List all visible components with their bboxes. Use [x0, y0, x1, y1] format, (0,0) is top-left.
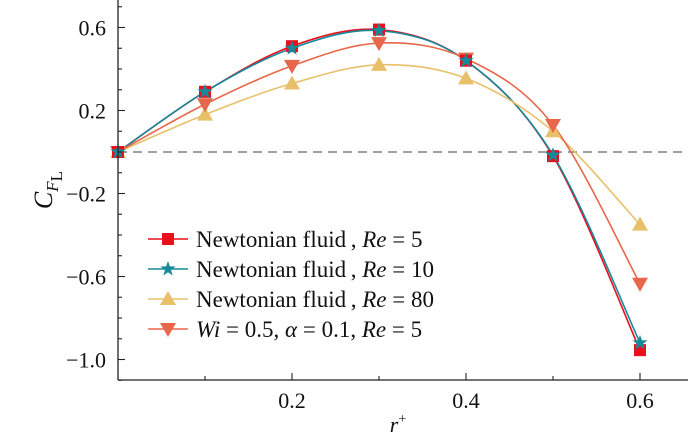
legend-entry: Wi = 0.5, α = 0.1, Re = 5 [196, 317, 422, 342]
data-point-triangle-up [284, 75, 300, 90]
data-point-star [458, 52, 474, 68]
y-tick-label: 0.6 [79, 16, 107, 41]
legend-text-part: Re [361, 287, 386, 312]
x-tick-label: 0.4 [452, 388, 480, 413]
y-tick-label: −0.2 [66, 182, 106, 207]
legend-entry: Newtonian fluid , Re = 80 [196, 287, 434, 312]
data-point-star [371, 22, 387, 38]
data-point-triangle-up [197, 106, 213, 121]
x-tick-label: 0.2 [278, 388, 306, 413]
legend-text-part: Newtonian fluid , [196, 257, 362, 282]
legend-marker-triangle-up [160, 291, 176, 305]
legend-text-part: Re [361, 227, 386, 252]
legend-text-part: = 10 [386, 257, 433, 282]
data-point-triangle-up [458, 70, 474, 85]
legend-text-part: = 0.5, [220, 317, 285, 342]
data-point-triangle-down [197, 98, 213, 113]
legend-text-part: = 5 [386, 227, 422, 252]
legend-text-part: = 0.1, [297, 317, 362, 342]
data-point-star [197, 83, 213, 99]
data-point-triangle-up [632, 216, 648, 231]
x-axis-label: r+ [390, 412, 407, 437]
data-point-triangle-down [632, 277, 648, 292]
data-point-triangle-down [371, 37, 387, 52]
y-tick-label: 0.2 [79, 99, 107, 124]
legend-text-part: Newtonian fluid , [196, 227, 362, 252]
svg-text:CFL: CFL [29, 171, 66, 209]
data-point-star [545, 147, 561, 162]
legend-text-part: α [285, 317, 298, 342]
legend-text-part: = 80 [386, 287, 433, 312]
legend-text-part: Re [361, 317, 386, 342]
data-point-triangle-down [545, 119, 561, 134]
legend-entry: Newtonian fluid , Re = 10 [196, 257, 434, 282]
data-point-star [632, 334, 648, 350]
legend-entry: Newtonian fluid , Re = 5 [196, 227, 422, 252]
data-point-triangle-up [371, 56, 387, 71]
legend-text-part: Wi [196, 317, 220, 342]
data-point-triangle-down [284, 59, 300, 74]
y-tick-label: −1.0 [66, 348, 106, 373]
legend-marker-square [162, 233, 174, 245]
legend-text-part: = 5 [386, 317, 422, 342]
legend-text-part: Re [361, 257, 386, 282]
data-point-star [284, 40, 300, 55]
y-axis-label: CFL [29, 171, 66, 209]
legend-text-part: Newtonian fluid , [196, 287, 362, 312]
legend-marker-star [160, 261, 176, 276]
legend-marker-triangle-down [160, 323, 176, 337]
y-tick-label: −0.6 [66, 265, 106, 290]
series-line-2 [117, 63, 641, 226]
x-tick-label: 0.6 [626, 388, 654, 413]
